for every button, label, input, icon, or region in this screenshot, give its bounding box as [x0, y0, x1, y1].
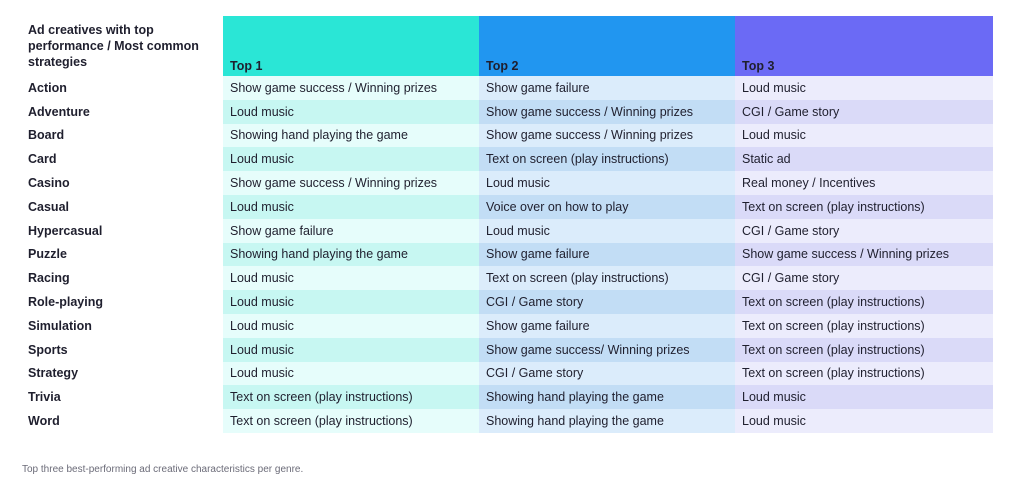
- table-row: Racing Loud music Text on screen (play ins…: [22, 266, 993, 291]
- top-2-cell: Text on screen (play instructions): [479, 147, 735, 172]
- table-row: Card Loud music Text on screen (play instr…: [22, 147, 993, 172]
- table-row: Casino Show game success / Winning prizes…: [22, 171, 993, 195]
- top-3-cell: Loud music: [735, 409, 993, 433]
- top-1-cell: Loud music: [223, 290, 479, 314]
- top-3-cell: Static ad: [735, 147, 993, 172]
- top-3-cell: Loud music: [735, 123, 993, 148]
- top-1-cell: Showing hand playing the game: [223, 242, 479, 267]
- genre-cell: Role-playing: [28, 295, 104, 310]
- strategy-table: Ad creatives with top performance / Most…: [22, 16, 993, 433]
- top-3-cell: CGI / Game story: [735, 218, 993, 243]
- top-2-cell: Loud music: [479, 171, 735, 195]
- genre-cell: Action: [28, 80, 67, 95]
- genre-cell: Casino: [28, 176, 70, 191]
- table-container: Ad creatives with top performance / Most…: [22, 16, 993, 433]
- top-2-cell: Show game failure: [479, 76, 735, 100]
- table-row: Sports Loud music Show game success/ Winni…: [22, 337, 993, 362]
- genre-cell: Casual: [28, 199, 69, 214]
- top-2-cell: Voice over on how to play: [479, 194, 735, 219]
- top-3-cell: Real money / Incentives: [735, 171, 993, 195]
- top-2-cell: CGI / Game story: [479, 290, 735, 314]
- genre-cell: Trivia: [28, 390, 61, 405]
- top-2-cell: Show game success/ Winning prizes: [479, 337, 735, 362]
- caption: Top three best-performing ad creative ch…: [22, 464, 304, 475]
- genre-cell: Simulation: [28, 318, 92, 333]
- top-3-cell: Text on screen (play instructions): [735, 337, 993, 362]
- table-body: Action Show game success / Winning prizes…: [22, 76, 993, 433]
- top-2-cell: CGI / Game story: [479, 361, 735, 386]
- table-row: Role-playing Loud music CGI / Game story Te…: [22, 290, 993, 314]
- top-1-cell: Loud music: [223, 99, 479, 124]
- top-3-cell: CGI / Game story: [735, 266, 993, 291]
- top-2-cell: Loud music: [479, 218, 735, 243]
- table-row: Adventure Loud music Show game success / W…: [22, 99, 993, 124]
- column-header-top-2: Top 2: [479, 16, 735, 76]
- table-row: Action Show game success / Winning prizes…: [22, 76, 993, 100]
- top-1-cell: Text on screen (play instructions): [223, 385, 479, 410]
- table-row: Trivia Text on screen (play instructions)…: [22, 385, 993, 410]
- top-1-cell: Show game failure: [223, 218, 479, 243]
- genre-cell: Sports: [28, 342, 68, 357]
- top-2-cell: Showing hand playing the game: [479, 385, 735, 410]
- top-3-cell: Text on screen (play instructions): [735, 361, 993, 386]
- top-2-cell: Show game failure: [479, 313, 735, 338]
- top-1-cell: Loud music: [223, 147, 479, 172]
- top-1-cell: Loud music: [223, 194, 479, 219]
- top-2-cell: Showing hand playing the game: [479, 409, 735, 433]
- top-1-cell: Showing hand playing the game: [223, 123, 479, 148]
- genre-cell: Strategy: [28, 366, 79, 381]
- top-3-cell: Text on screen (play instructions): [735, 290, 993, 314]
- top-2-cell: Show game success / Winning prizes: [479, 123, 735, 148]
- genre-cell: Board: [28, 128, 65, 143]
- top-2-cell: Show game failure: [479, 242, 735, 267]
- top-3-cell: Text on screen (play instructions): [735, 313, 993, 338]
- top-3-cell: Show game success / Winning prizes: [735, 242, 993, 267]
- table-row: Strategy Loud music CGI / Game story Text o…: [22, 361, 993, 386]
- column-header-top-1: Top 1: [223, 16, 479, 76]
- genre-cell: Puzzle: [28, 247, 67, 262]
- top-1-cell: Show game success / Winning prizes: [223, 76, 479, 100]
- table-row: Word Text on screen (play instructions) Sh…: [22, 409, 993, 433]
- top-1-cell: Show game success / Winning prizes: [223, 171, 479, 195]
- top-1-cell: Loud music: [223, 361, 479, 386]
- genre-cell: Word: [28, 414, 60, 429]
- top-3-cell: Loud music: [735, 76, 993, 100]
- top-1-cell: Text on screen (play instructions): [223, 409, 479, 433]
- top-3-cell: Text on screen (play instructions): [735, 194, 993, 219]
- top-3-cell: Loud music: [735, 385, 993, 410]
- table-row: Simulation Loud music Show game failure Tex…: [22, 313, 993, 338]
- genre-cell: Hypercasual: [28, 223, 103, 238]
- corner-header: Ad creatives with top performance / Most…: [28, 23, 199, 69]
- top-1-cell: Loud music: [223, 313, 479, 338]
- table-row: Casual Loud music Voice over on how to pla…: [22, 194, 993, 219]
- top-3-cell: CGI / Game story: [735, 99, 993, 124]
- column-header-top-3: Top 3: [735, 16, 993, 76]
- header-row: Ad creatives with top performance / Most…: [22, 16, 993, 76]
- top-1-cell: Loud music: [223, 337, 479, 362]
- top-2-cell: Show game success / Winning prizes: [479, 99, 735, 124]
- top-2-cell: Text on screen (play instructions): [479, 266, 735, 291]
- genre-cell: Adventure: [28, 104, 90, 119]
- genre-cell: Card: [28, 152, 57, 167]
- table-row: Puzzle Showing hand playing the game Show …: [22, 242, 993, 267]
- top-1-cell: Loud music: [223, 266, 479, 291]
- genre-cell: Racing: [28, 271, 70, 286]
- table-row: Hypercasual Show game failure Loud music CG…: [22, 218, 993, 243]
- table-row: Board Showing hand playing the game Show g…: [22, 123, 993, 148]
